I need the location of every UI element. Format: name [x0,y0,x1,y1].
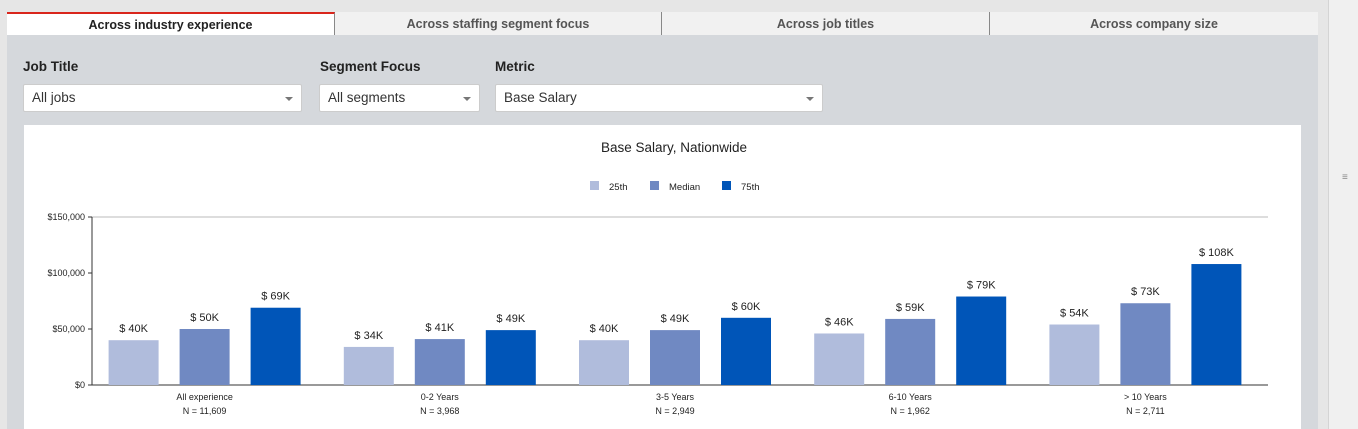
bar-value-label: $ 40K [590,323,619,335]
bar-value-label: $ 34K [354,330,383,342]
x-category-label: All experience [176,392,233,402]
bar-25th [343,346,394,385]
bar-75th [485,330,536,385]
bar-value-label: $ 79K [967,280,996,292]
job-title-value: All jobs [32,90,76,105]
bar-25th [1049,324,1100,385]
bar-25th [814,333,865,385]
bar-75th [250,307,301,385]
bar-median [1120,303,1171,385]
bar-75th [956,296,1007,385]
bar-75th [1191,264,1242,385]
x-category-label: 3-5 Years [656,392,695,402]
metric-select[interactable]: Base Salary [495,84,823,112]
bar-median [179,329,230,385]
x-category-label: 6-10 Years [889,392,933,402]
x-category-label: > 10 Years [1124,392,1167,402]
metric-label: Metric [495,59,535,74]
bar-value-label: $ 49K [661,313,690,325]
bar-value-label: $ 54K [1060,308,1089,320]
scroll-grip-icon: ≡ [1342,172,1348,183]
job-title-select[interactable]: All jobs [23,84,302,112]
job-title-label: Job Title [23,59,79,74]
tab-company-size[interactable]: Across company size [990,12,1318,35]
y-tick-label: $150,000 [47,212,85,222]
chart-title: Base Salary, Nationwide [601,140,747,155]
y-tick-label: $50,000 [52,324,85,334]
chevron-down-icon [806,97,814,101]
dashboard-panel: Across industry experience Across staffi… [7,12,1318,429]
bar-75th [721,317,771,385]
bar-25th [108,340,159,385]
bar-median [414,339,465,385]
x-category-count: N = 1,962 [891,406,930,416]
legend-label-2: Median [669,182,700,193]
bar-value-label: $ 46K [825,316,854,328]
metric-value: Base Salary [504,90,577,105]
bar-median [885,318,936,385]
legend-label-1: 25th [609,182,628,193]
legend-swatch-3 [722,181,731,190]
chevron-down-icon [285,97,293,101]
bar-value-label: $ 49K [496,313,525,325]
segment-focus-label: Segment Focus [320,59,421,74]
y-tick-label: $0 [75,380,85,390]
legend-swatch-2 [650,181,659,190]
bar-value-label: $ 73K [1131,286,1160,298]
y-tick-label: $100,000 [47,268,85,278]
bar-value-label: $ 41K [425,322,454,334]
bar-value-label: $ 50K [190,312,219,324]
bar-chart: Base Salary, Nationwide 25th Median 75th $0 $… [47,140,1268,416]
legend-label-3: 75th [741,182,760,193]
bar-value-label: $ 108K [1199,247,1235,259]
segment-focus-select[interactable]: All segments [319,84,480,112]
tab-staffing-segment-focus[interactable]: Across staffing segment focus [335,12,662,35]
x-category-count: N = 11,609 [183,406,227,416]
x-category-count: N = 2,711 [1126,406,1165,416]
x-category-count: N = 2,949 [655,406,694,416]
bar-value-label: $ 59K [896,302,925,314]
x-category-count: N = 3,968 [420,406,459,416]
bar-value-label: $ 40K [119,323,148,335]
bar-median [650,330,700,385]
bar-value-label: $ 60K [732,301,761,313]
x-category-label: 0-2 Years [421,392,460,402]
chart-card: Base Salary, Nationwide 25th Median 75th $0 $… [24,125,1301,429]
page-scrollbar[interactable]: ≡ [1328,0,1358,429]
tab-job-titles[interactable]: Across job titles [662,12,990,35]
segment-focus-value: All segments [328,90,406,105]
bar-value-label: $ 69K [261,291,290,303]
chevron-down-icon [463,97,471,101]
tab-industry-experience[interactable]: Across industry experience [7,12,335,35]
bar-25th [579,340,629,385]
legend-swatch-1 [590,181,599,190]
tab-bar: Across industry experience Across staffi… [7,12,1318,35]
